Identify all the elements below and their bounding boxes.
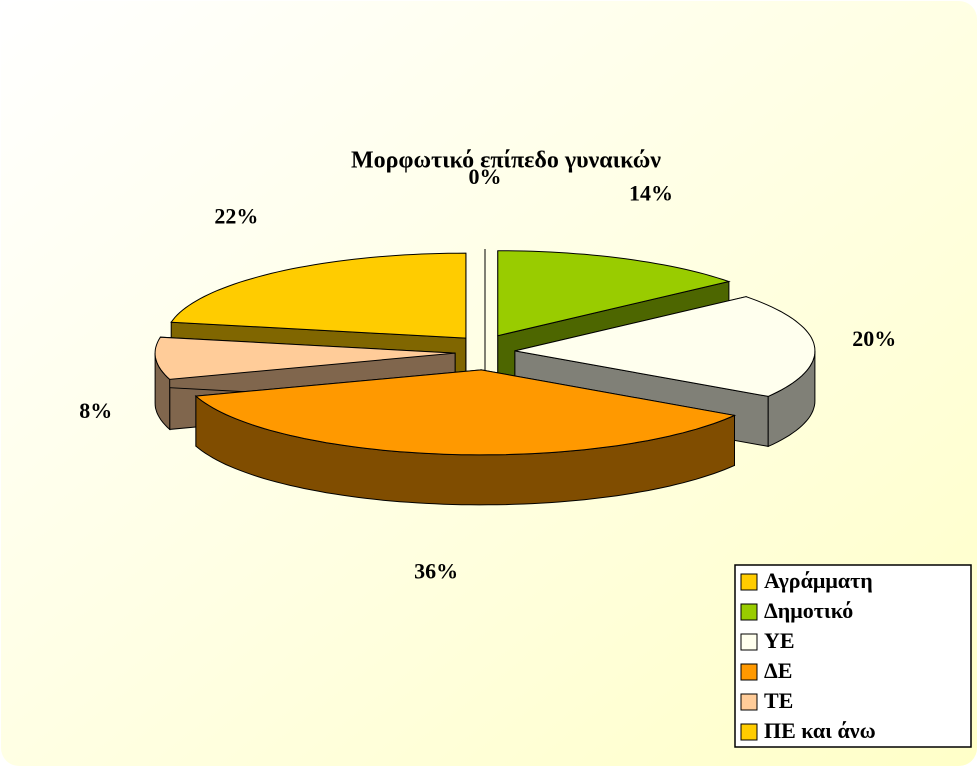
slice-top — [170, 252, 467, 339]
legend-label: Αγράμματη — [764, 568, 873, 593]
data-label: 20% — [852, 326, 896, 351]
slice — [194, 369, 737, 506]
data-label: 22% — [214, 204, 258, 229]
slice-top — [497, 250, 731, 337]
data-label: 36% — [414, 559, 458, 584]
legend — [734, 564, 972, 748]
legend-swatch — [740, 693, 758, 711]
legend-label: Δημοτικό — [764, 598, 853, 623]
legend-swatch — [740, 633, 758, 651]
pie: 0% 14% 20% 36% 8% 22% — [79, 164, 896, 584]
slice-top — [194, 369, 737, 456]
data-label: 0% — [469, 164, 502, 189]
legend-label: ΥΕ — [764, 628, 795, 653]
legend-swatch — [740, 573, 758, 591]
legend-swatch — [740, 663, 758, 681]
legend-swatch — [740, 603, 758, 621]
slice-top — [514, 296, 816, 397]
legend-swatch — [740, 723, 758, 741]
legend-label: ΤΕ — [764, 688, 793, 713]
data-label: 8% — [79, 398, 112, 423]
chart-title: Μορφωτικό επίπεδο γυναικών — [351, 148, 661, 174]
legend-items: Αγράμματη Δημοτικό ΥΕ ΔΕ ΤΕ ΠΕ και άνω — [740, 568, 876, 743]
slice-top — [154, 336, 456, 380]
legend-label: ΔΕ — [764, 658, 792, 683]
legend-label: ΠΕ και άνω — [764, 718, 876, 743]
data-label: 14% — [629, 181, 673, 206]
